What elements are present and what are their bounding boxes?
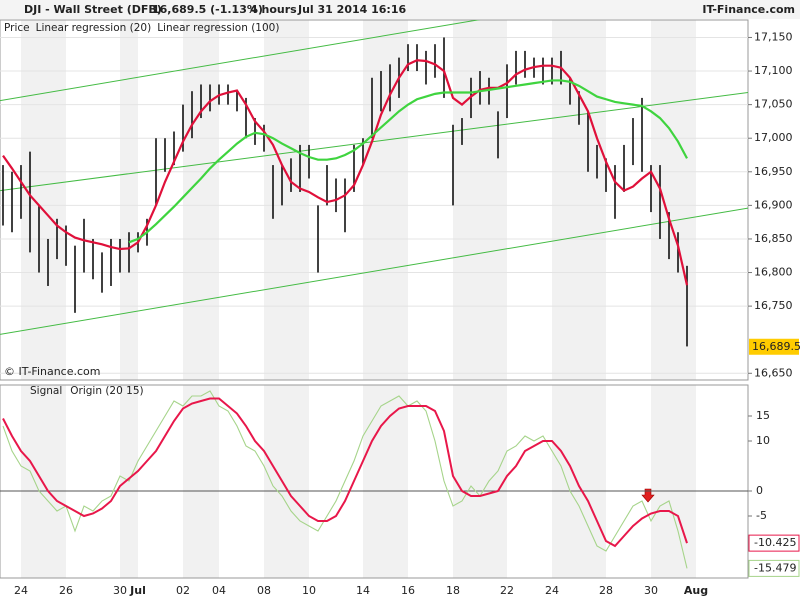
last-value-box (748, 559, 800, 577)
y-tick-label: 16,900 (754, 198, 793, 211)
channel-line (0, 207, 748, 335)
day-band (183, 20, 219, 380)
quote: 16,689.5 (-1.13%) (152, 3, 263, 16)
header-bar (0, 0, 800, 19)
y-tick-label: 10 (756, 434, 770, 447)
day-band (651, 20, 696, 380)
x-tick-label: 14 (356, 584, 370, 597)
x-tick-label: 30 (113, 584, 127, 597)
channel-line (0, 20, 481, 102)
legend-entry: Price (4, 22, 30, 34)
y-tick-label: 0 (756, 484, 763, 497)
legend-entry: Origin (20 15) (70, 385, 143, 397)
x-tick-label: Aug (684, 584, 708, 597)
day-band (552, 385, 606, 578)
last-price-box (749, 338, 799, 355)
y-tick-label: 16,750 (754, 299, 793, 312)
brand: IT-Finance.com (702, 3, 795, 16)
x-tick-label: 04 (212, 584, 226, 597)
timestamp: Jul 31 2014 16:16 (297, 3, 406, 16)
oscillator-plot (0, 390, 748, 569)
y-tick-label: -5 (756, 509, 767, 522)
last-value-label: -15.479 (754, 561, 796, 574)
day-band (21, 385, 66, 578)
x-tick-label: 10 (302, 584, 316, 597)
last-value-label: -10.425 (754, 536, 796, 549)
y-tick-label: 17,100 (754, 64, 793, 77)
legend-entry: Signal (30, 385, 62, 397)
x-tick-label: Jul (129, 584, 146, 597)
y-tick-label: 15 (756, 409, 770, 422)
x-tick-label: 02 (176, 584, 190, 597)
price-frame (0, 19, 749, 381)
x-tick-label: 28 (599, 584, 613, 597)
symbol: DJI - Wall Street (DFB) (24, 3, 162, 16)
y-tick-label: 16,850 (754, 232, 793, 245)
x-tick-label: 22 (500, 584, 514, 597)
day-band (453, 385, 507, 578)
day-band (183, 385, 219, 578)
y-tick-label: 17,150 (754, 30, 793, 43)
x-tick-label: 26 (59, 584, 73, 597)
day-bands (21, 20, 696, 578)
price-plot (0, 20, 748, 374)
x-tick-label: 08 (257, 584, 271, 597)
x-tick-label: 30 (644, 584, 658, 597)
oscillator-line (2, 397, 688, 548)
last-value-box (748, 534, 800, 552)
x-tick-label: 24 (14, 584, 28, 597)
signal-arrow (641, 488, 655, 503)
x-tick-label: 16 (401, 584, 415, 597)
regression-line (128, 79, 688, 244)
x-tick-label: 24 (545, 584, 559, 597)
day-band (264, 20, 309, 380)
legend-entry: Linear regression (20) (36, 22, 152, 34)
legend-entry: Linear regression (100) (157, 22, 279, 34)
day-band (120, 20, 138, 380)
day-band (363, 20, 408, 380)
source-label: © IT-Finance.com (4, 365, 101, 378)
y-tick-label: 17,050 (754, 98, 793, 111)
y-tick-label: 16,800 (754, 266, 793, 279)
x-tick-label: 18 (446, 584, 460, 597)
day-band (21, 20, 66, 380)
day-band (552, 20, 606, 380)
y-tick-label: 16,950 (754, 165, 793, 178)
interval: 4 hours (250, 3, 297, 16)
last-price-label: 16,689.5 (752, 340, 800, 353)
day-band (651, 385, 696, 578)
day-band (363, 385, 408, 578)
channel-line (0, 92, 748, 192)
y-tick-label: 17,000 (754, 131, 793, 144)
y-tick-label: 16,650 (754, 366, 793, 379)
oscillator-frame (0, 384, 749, 579)
oscillator-line (2, 390, 688, 569)
